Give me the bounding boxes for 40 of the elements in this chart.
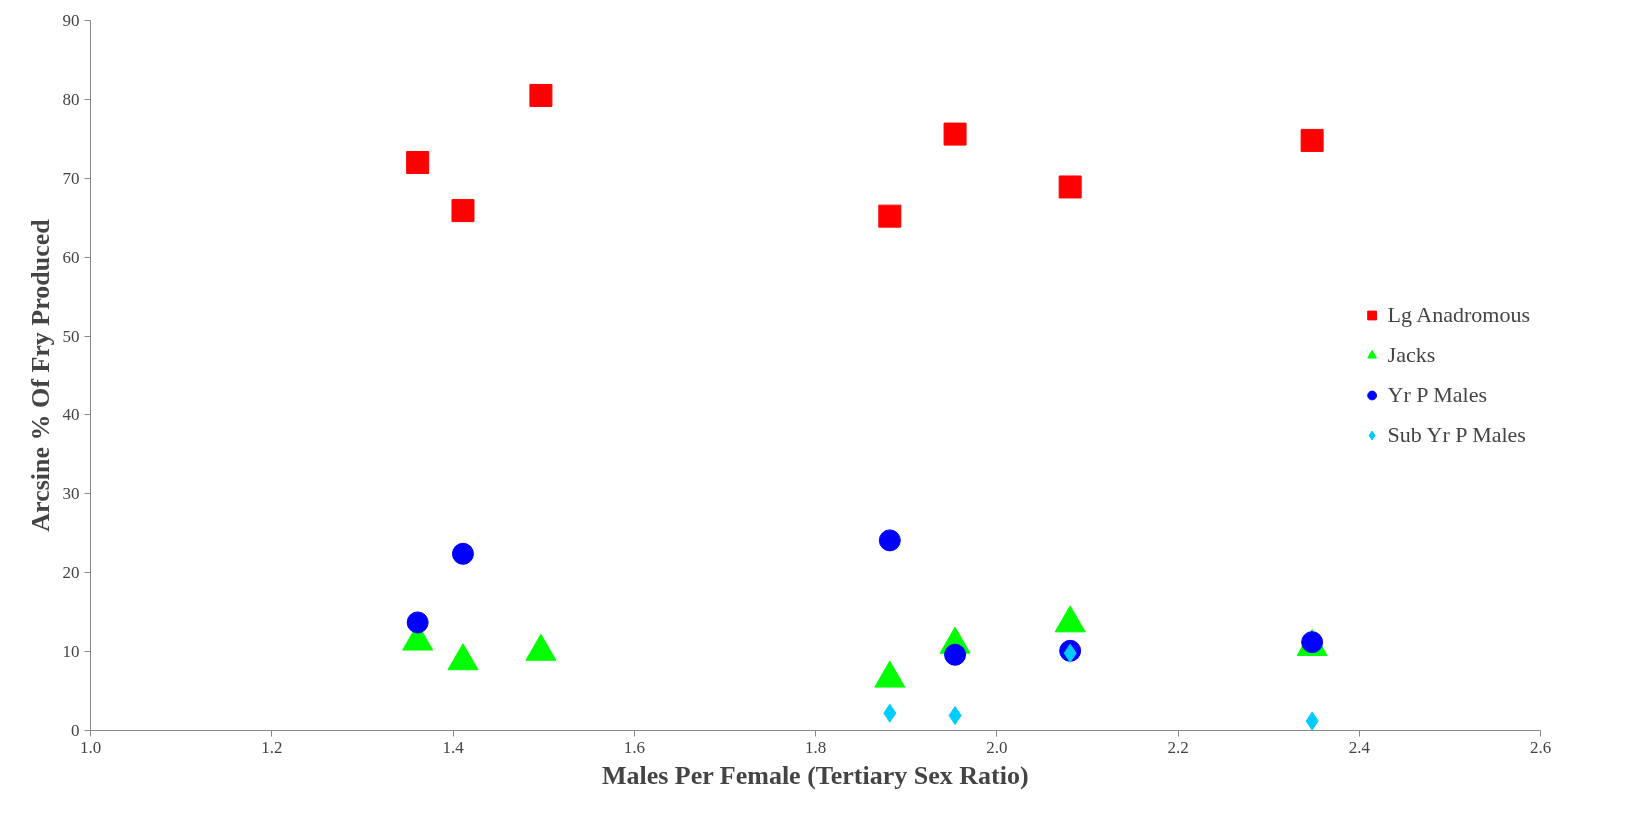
point [1063,643,1077,663]
point [406,151,430,174]
x-tick-label: 1.2 [261,737,283,757]
y-tick-label: 60 [62,247,80,267]
x-tick-label: 1.0 [79,737,102,757]
y-tick-label: 70 [62,168,80,188]
point [406,611,429,634]
y-tick-label: 0 [71,721,80,740]
y-tick-label: 20 [62,563,80,583]
x-tick-label: 1.4 [442,737,465,757]
point [1300,128,1324,152]
y-tick-label: 30 [62,484,80,504]
x-tick-label: 2.2 [1167,737,1189,757]
x-tick-label: 2.6 [1529,737,1552,757]
point [944,643,967,666]
point [451,199,475,223]
point [948,706,962,726]
point [1058,175,1082,199]
x-tick-label: 1.6 [623,737,645,757]
point [1305,711,1319,731]
point [878,204,902,228]
y-tick-label: 50 [62,326,80,346]
point [451,542,474,565]
point [878,529,901,552]
legend-label: Lg Anadromous [1387,302,1530,328]
legend-label: Sub Yr P Males [1387,422,1526,448]
point [883,703,897,723]
y-tick-label: 10 [62,642,80,662]
y-tick-label: 90 [62,11,80,30]
x-tick-label: 1.8 [804,737,827,757]
point [943,122,967,146]
x-tick-label: 2.0 [986,737,1008,757]
legend-label: Jacks [1387,342,1436,368]
y-tick-label: 80 [62,89,80,109]
y-tick-label: 40 [62,405,80,425]
y-axis-title: Arcsine % Of Fry Produced [25,218,55,532]
legend-label: Yr P Males [1387,382,1488,408]
x-tick-label: 2.4 [1348,737,1371,757]
x-axis-title: Males Per Female (Tertiary Sex Ratio) [601,760,1029,790]
point [529,83,553,107]
